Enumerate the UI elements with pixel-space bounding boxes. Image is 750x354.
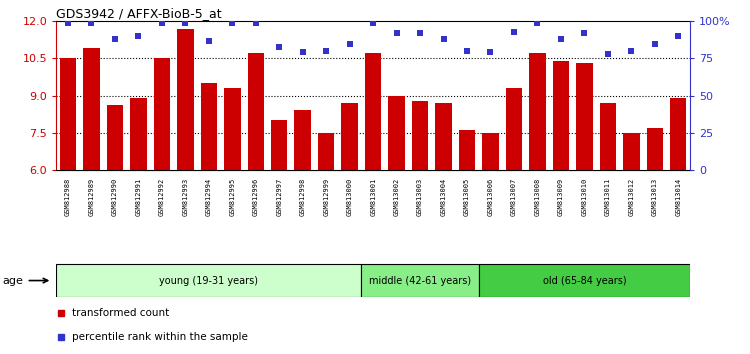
Point xyxy=(672,33,684,39)
Text: GSM813010: GSM813010 xyxy=(581,177,587,216)
Point xyxy=(109,36,121,42)
Bar xyxy=(530,53,546,170)
Text: old (65-84 years): old (65-84 years) xyxy=(542,275,626,286)
Bar xyxy=(318,133,334,170)
Bar xyxy=(459,130,476,170)
Text: GSM812991: GSM812991 xyxy=(136,177,142,216)
Text: GSM812999: GSM812999 xyxy=(323,177,329,216)
Text: GSM812993: GSM812993 xyxy=(182,177,188,216)
Text: GSM813008: GSM813008 xyxy=(535,177,541,216)
Bar xyxy=(271,120,287,170)
Point xyxy=(508,29,520,34)
Text: GSM812998: GSM812998 xyxy=(300,177,306,216)
Point xyxy=(297,50,309,55)
Point xyxy=(250,20,262,25)
Text: GSM813003: GSM813003 xyxy=(417,177,423,216)
Text: transformed count: transformed count xyxy=(72,308,170,318)
Bar xyxy=(388,96,405,170)
Point xyxy=(86,20,98,25)
Bar xyxy=(553,61,569,170)
Point xyxy=(461,48,473,54)
Text: GSM813009: GSM813009 xyxy=(558,177,564,216)
Bar xyxy=(130,98,146,170)
Point xyxy=(649,41,661,46)
Text: GSM812995: GSM812995 xyxy=(230,177,236,216)
Point xyxy=(484,50,496,55)
Bar xyxy=(435,103,451,170)
Text: GSM813000: GSM813000 xyxy=(346,177,352,216)
Text: GSM813005: GSM813005 xyxy=(464,177,470,216)
Bar xyxy=(478,264,690,297)
Bar xyxy=(224,88,241,170)
Point xyxy=(532,20,544,25)
Text: GSM812997: GSM812997 xyxy=(276,177,282,216)
Text: GSM813013: GSM813013 xyxy=(652,177,658,216)
Text: GDS3942 / AFFX-BioB-5_at: GDS3942 / AFFX-BioB-5_at xyxy=(56,7,222,20)
Bar xyxy=(60,58,76,170)
Bar xyxy=(412,101,428,170)
Bar xyxy=(248,53,264,170)
Bar xyxy=(177,29,194,170)
Point xyxy=(202,38,214,44)
Text: GSM813006: GSM813006 xyxy=(488,177,494,216)
Bar xyxy=(482,133,499,170)
Text: GSM812994: GSM812994 xyxy=(206,177,212,216)
Point xyxy=(391,30,403,36)
Bar xyxy=(623,133,640,170)
Bar xyxy=(200,83,217,170)
Point xyxy=(62,20,74,25)
Bar xyxy=(83,48,100,170)
Text: GSM812996: GSM812996 xyxy=(253,177,259,216)
Point xyxy=(368,20,379,25)
Point xyxy=(555,36,567,42)
Point xyxy=(602,51,613,57)
Bar xyxy=(506,88,522,170)
Text: GSM813014: GSM813014 xyxy=(675,177,681,216)
Text: GSM813012: GSM813012 xyxy=(628,177,634,216)
Text: middle (42-61 years): middle (42-61 years) xyxy=(369,275,471,286)
Bar xyxy=(56,264,362,297)
Bar xyxy=(362,264,478,297)
Bar xyxy=(576,63,592,170)
Text: GSM812992: GSM812992 xyxy=(159,177,165,216)
Text: GSM812990: GSM812990 xyxy=(112,177,118,216)
Point xyxy=(226,20,238,25)
Point xyxy=(273,44,285,49)
Text: GSM813004: GSM813004 xyxy=(440,177,446,216)
Bar xyxy=(365,53,381,170)
Point xyxy=(156,20,168,25)
Point xyxy=(626,48,638,54)
Point xyxy=(437,36,449,42)
Text: GSM813007: GSM813007 xyxy=(511,177,517,216)
Bar xyxy=(646,128,663,170)
Bar xyxy=(341,103,358,170)
Text: GSM813011: GSM813011 xyxy=(604,177,610,216)
Bar xyxy=(154,58,170,170)
Point xyxy=(414,30,426,36)
Point xyxy=(344,41,355,46)
Bar xyxy=(295,110,311,170)
Text: GSM813001: GSM813001 xyxy=(370,177,376,216)
Point xyxy=(578,30,590,36)
Bar xyxy=(106,105,123,170)
Text: GSM813002: GSM813002 xyxy=(394,177,400,216)
Bar xyxy=(600,103,616,170)
Text: GSM812988: GSM812988 xyxy=(65,177,71,216)
Text: percentile rank within the sample: percentile rank within the sample xyxy=(72,332,248,342)
Bar xyxy=(670,98,686,170)
Text: young (19-31 years): young (19-31 years) xyxy=(159,275,258,286)
Point xyxy=(320,48,332,54)
Text: GSM812989: GSM812989 xyxy=(88,177,94,216)
Point xyxy=(133,33,145,39)
Point xyxy=(179,20,191,25)
Text: age: age xyxy=(3,275,48,286)
